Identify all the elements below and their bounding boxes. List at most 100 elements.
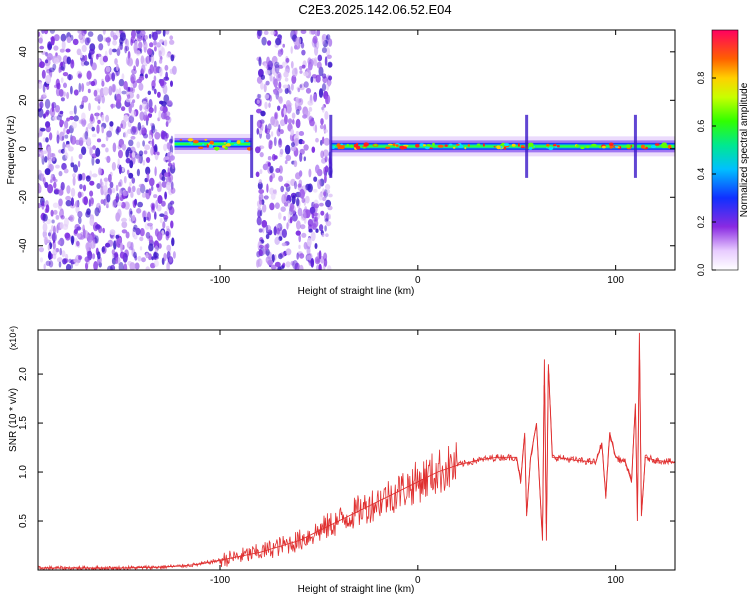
noise-blob (48, 67, 55, 73)
noise-blob (296, 197, 300, 207)
noise-blob (96, 53, 102, 58)
noise-blob (303, 81, 309, 88)
noise-blob (45, 260, 51, 266)
noise-blob (64, 120, 69, 129)
noise-blob (44, 181, 49, 189)
noise-blob (166, 99, 173, 106)
noise-blob (265, 69, 271, 75)
noise-blob (130, 76, 135, 84)
noise-blob (318, 66, 324, 77)
band-hotspot (426, 144, 431, 147)
noise-blob (136, 168, 140, 177)
noise-blob (164, 191, 168, 200)
noise-blob (120, 106, 126, 112)
noise-blob (309, 206, 316, 215)
noise-blob (128, 149, 133, 154)
noise-blob (139, 228, 145, 237)
band-hotspot (456, 143, 460, 146)
noise-blob (324, 174, 327, 184)
noise-blob (109, 124, 114, 133)
noise-blob (305, 195, 310, 204)
snr-jitter (38, 359, 675, 570)
band-hotspot (533, 145, 536, 148)
noise-blob (108, 187, 113, 195)
noise-blob (313, 176, 318, 182)
noise-blob (121, 217, 127, 223)
noise-blob (128, 208, 133, 218)
band-hotspot (482, 143, 485, 147)
noise-blob (265, 233, 270, 240)
x-tick-label: 0 (415, 575, 421, 586)
noise-blob (123, 263, 128, 270)
snr-y-ticks: 0.5 1.0 1.5 2.0 (18, 367, 675, 528)
noise-blob (51, 232, 57, 243)
band-hotspot (528, 142, 534, 147)
noise-blob (169, 35, 174, 40)
band-hotspot (209, 144, 213, 149)
noise-blob (135, 58, 140, 67)
noise-blob (137, 122, 142, 131)
y-tick-label: -40 (18, 238, 29, 253)
noise-blob (320, 150, 325, 159)
noise-blob (144, 73, 148, 79)
noise-blob (159, 79, 165, 87)
noise-blob (73, 105, 77, 115)
noise-blob (60, 48, 65, 53)
noise-blob (298, 244, 301, 250)
noise-blob (259, 129, 263, 135)
noise-blob (165, 231, 170, 237)
noise-blob (299, 253, 305, 259)
noise-blob (59, 131, 65, 142)
noise-blob (69, 214, 75, 222)
noise-blob (281, 194, 287, 204)
noise-blob (91, 126, 95, 132)
band-hotspot (402, 146, 407, 150)
noise-blob (321, 73, 327, 79)
noise-blob (170, 54, 175, 62)
noise-blob (82, 32, 86, 42)
noise-blob (153, 75, 157, 82)
noise-blob (71, 121, 78, 129)
noise-blob (136, 141, 141, 149)
noise-blob (141, 100, 148, 110)
noise-blob (84, 256, 90, 263)
noise-blob (66, 129, 70, 135)
noise-blob (285, 100, 291, 108)
noise-blob (274, 236, 281, 245)
noise-blob (88, 102, 91, 112)
spectrogram-x-ticks: -100 0 100 (210, 30, 624, 286)
noise-blob (58, 112, 64, 118)
band-hotspot (625, 144, 631, 149)
noise-blob (163, 39, 168, 47)
noise-blob (106, 193, 111, 203)
noise-blob (60, 33, 67, 42)
noise-blob (160, 130, 165, 140)
noise-blob (301, 197, 306, 204)
noise-blob (283, 107, 287, 116)
y-tick-label: 1.5 (18, 416, 29, 430)
noise-blob (51, 225, 54, 232)
noise-blob (156, 183, 160, 188)
noise-blob (73, 164, 78, 173)
noise-blob (101, 80, 105, 87)
noise-blob (102, 30, 106, 35)
noise-blob (269, 140, 273, 146)
noise-blob (130, 38, 133, 46)
noise-blob (53, 57, 60, 65)
noise-blob (75, 255, 79, 260)
noise-blob (166, 53, 172, 59)
noise-blob (96, 138, 102, 143)
noise-blob (299, 65, 303, 71)
noise-blob (73, 89, 79, 96)
noise-blob (307, 183, 313, 193)
noise-blob (291, 67, 298, 78)
noise-blob (299, 152, 303, 162)
noise-blob (322, 149, 329, 157)
noise-blob (102, 185, 108, 193)
noise-blob (269, 73, 273, 82)
noise-blob (84, 37, 90, 46)
band-hotspot (641, 144, 645, 149)
noise-blob (46, 69, 52, 74)
noise-blob (259, 152, 264, 158)
noise-blob (63, 148, 67, 156)
